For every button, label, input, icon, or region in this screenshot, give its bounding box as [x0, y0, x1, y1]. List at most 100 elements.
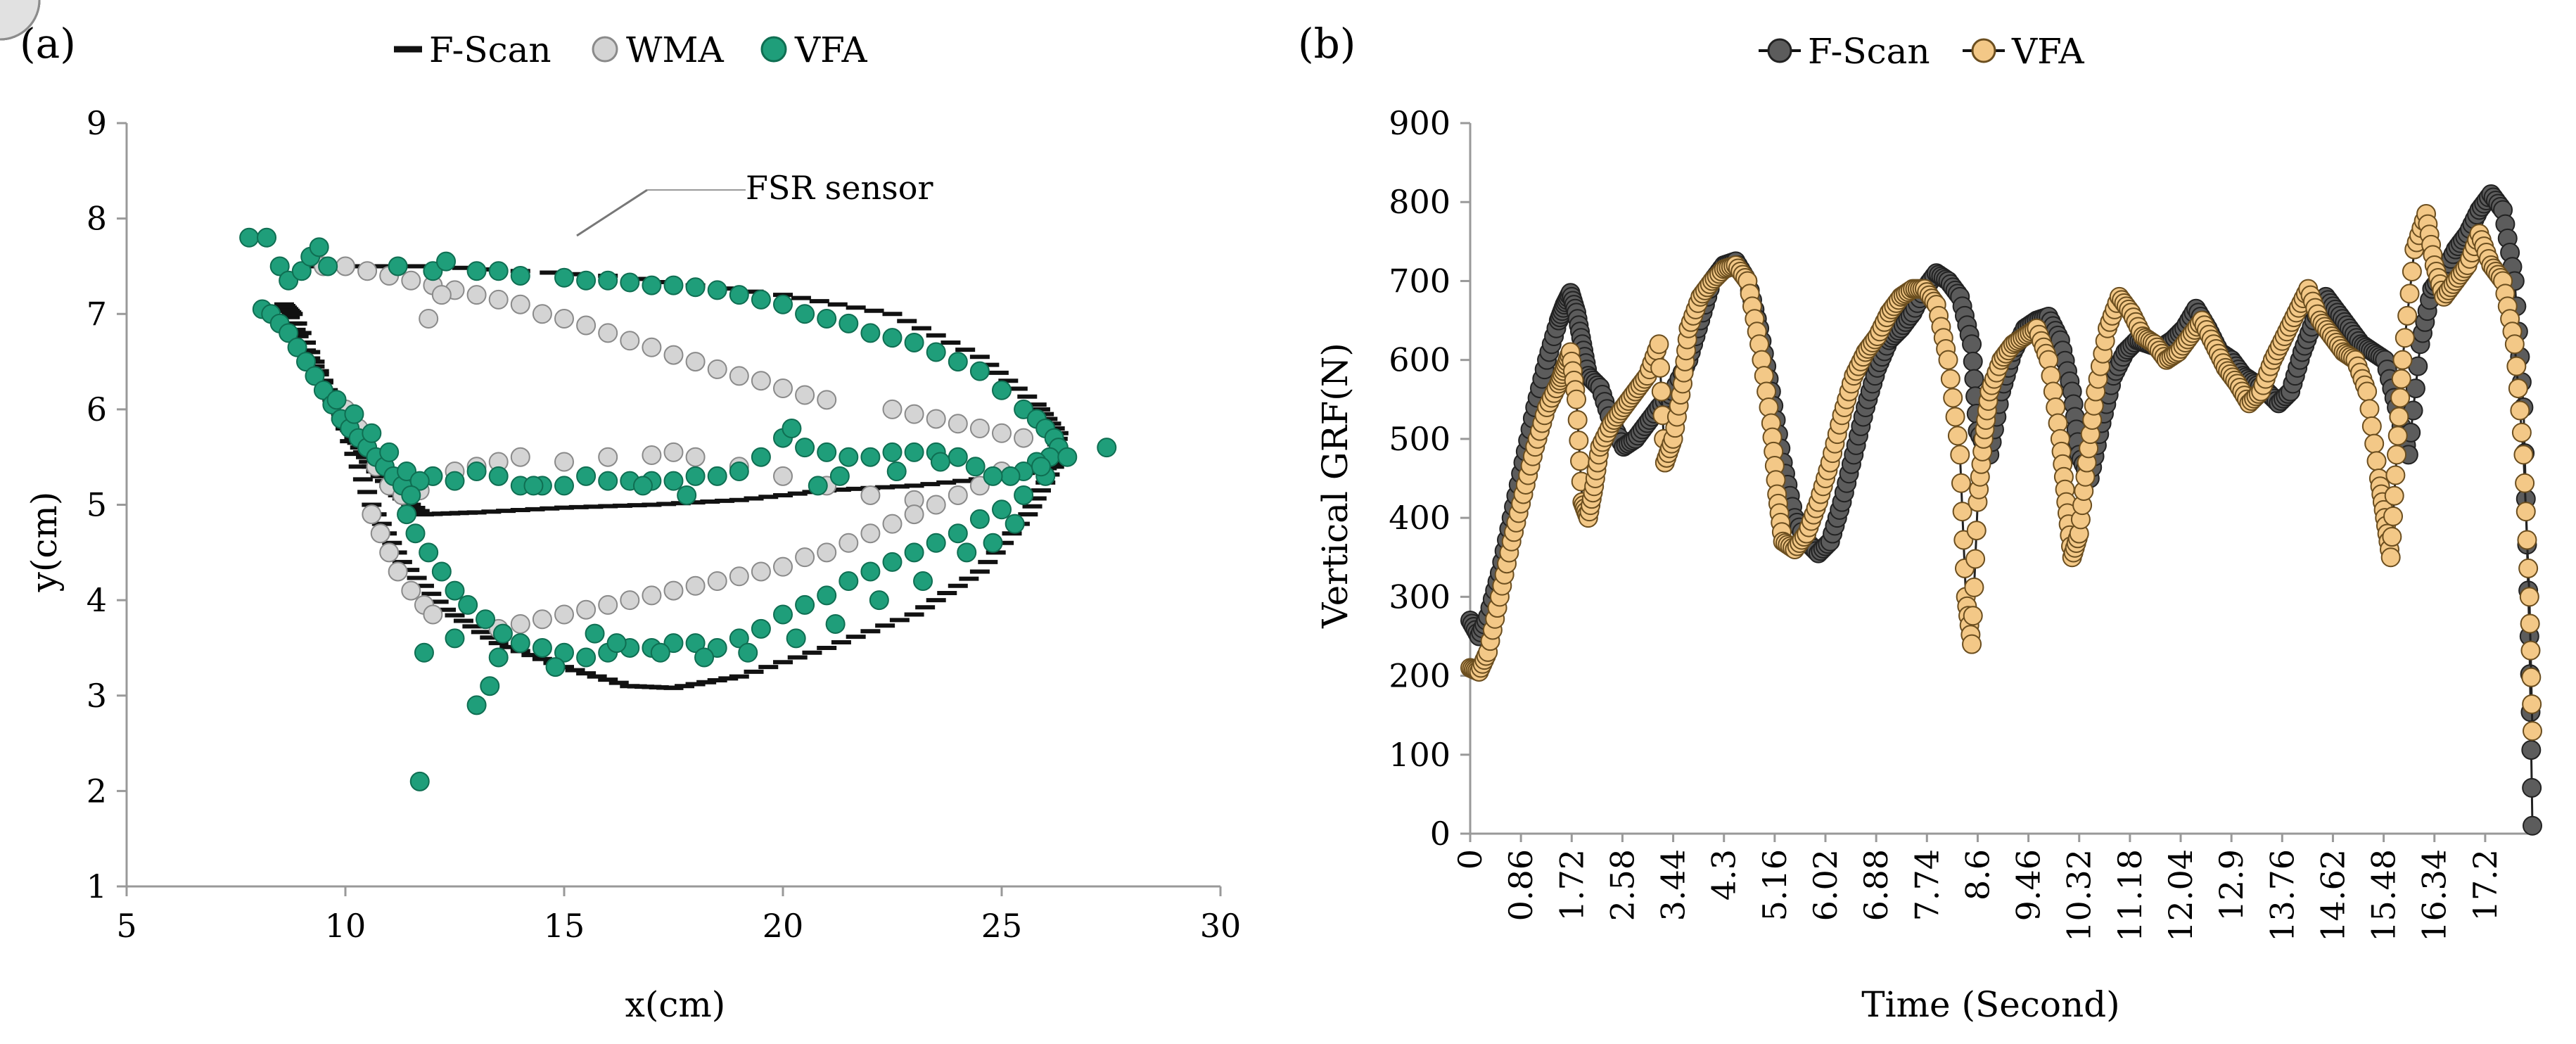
vfa-b-point	[2366, 451, 2387, 471]
vfa-a-point	[751, 618, 771, 639]
vfa-b-point	[1938, 350, 1958, 370]
vfa-a-point	[1000, 466, 1021, 486]
wma-a-point	[554, 604, 574, 625]
wma-a-point	[620, 590, 640, 611]
wma-a-point	[773, 378, 793, 399]
vfa-a-point	[576, 270, 597, 291]
wma-a-point	[992, 423, 1012, 443]
axis-b-x-tick: 0.86	[1502, 849, 1540, 921]
vfa-a-point	[1005, 514, 1025, 534]
series-a-vfa	[239, 227, 1117, 791]
vfa-b-point	[2518, 558, 2539, 578]
wma-a-point	[642, 445, 662, 465]
axis-b-y-tick: 900	[1389, 104, 1450, 142]
vfa-b-point	[2513, 445, 2534, 465]
vfa-a-point	[839, 447, 859, 467]
axis-a-y-tick: 8	[87, 200, 107, 238]
axis-b-x-tick: 2.58	[1603, 849, 1641, 921]
vfa-a-point	[948, 352, 968, 372]
legend-b-fscan-swatch	[1767, 38, 1792, 63]
vfa-a-point	[825, 614, 846, 635]
wma-a-point	[598, 447, 618, 467]
vfa-a-point	[554, 267, 574, 288]
vfa-a-point	[379, 442, 400, 462]
vfa-b-point	[2384, 485, 2404, 506]
vfa-b-point	[2520, 640, 2541, 661]
vfa-a-point	[405, 523, 426, 544]
wma-a-point	[532, 304, 552, 324]
vfa-a-point	[860, 561, 881, 582]
vfa-a-point	[969, 509, 990, 529]
axis-a-y-tick: 3	[87, 677, 107, 715]
vfa-a-point	[808, 476, 828, 496]
fscan-b-point	[2522, 777, 2542, 798]
vfa-b-point	[1962, 634, 1982, 654]
wma-a-point	[598, 594, 618, 615]
wma-a-point	[510, 447, 530, 467]
wma-a-point	[751, 371, 771, 391]
vfa-a-point	[782, 419, 802, 438]
wma-a-point	[969, 419, 990, 438]
axis-b-y-tick: 800	[1389, 183, 1450, 221]
vfa-a-point	[677, 485, 697, 505]
axis-b-x-tick: 4.3	[1705, 849, 1743, 900]
wma-a-point	[663, 442, 684, 462]
axis-b-y-tick: 0	[1430, 815, 1450, 853]
vfa-a-point	[751, 289, 771, 310]
panel-b-label: (b)	[1298, 20, 1356, 68]
wma-a-point	[795, 547, 815, 568]
vfa-b-point	[1963, 606, 1983, 626]
vfa-a-point	[576, 466, 597, 486]
vfa-a-point	[957, 542, 977, 563]
vfa-a-point	[992, 499, 1012, 520]
vfa-a-point	[388, 256, 408, 276]
legend-b: F-Scan VFA	[1759, 31, 2084, 72]
vfa-b-point	[2504, 334, 2525, 355]
axis-b-y-tick: 400	[1389, 499, 1450, 537]
vfa-a-point	[948, 447, 968, 467]
vfa-a-point	[738, 642, 758, 663]
wma-a-point	[969, 476, 990, 496]
wma-a-point	[576, 315, 597, 336]
wma-a-point	[904, 504, 924, 525]
vfa-a-point	[817, 309, 837, 329]
axis-b-x-tick: 5.16	[1756, 849, 1794, 921]
axis-b-x-tick: 0	[1451, 849, 1489, 870]
axis-a-y-tick: 7	[87, 295, 107, 333]
legend-b-vfa-label: VFA	[2011, 31, 2084, 72]
vfa-a-point	[291, 261, 312, 281]
vfa-b-point	[1952, 502, 1972, 522]
vfa-b-point	[1951, 473, 1971, 493]
vfa-a-point	[860, 447, 881, 467]
axis-b-x-tick: 12.9	[2212, 849, 2250, 921]
vfa-a-point	[685, 466, 706, 486]
vfa-a-point	[829, 466, 850, 486]
vfa-a-point	[786, 628, 806, 649]
vfa-a-point	[554, 642, 574, 663]
vfa-a-point	[488, 647, 509, 668]
axis-b-x-tick: 7.74	[1908, 849, 1946, 921]
vfa-a-point	[414, 642, 434, 663]
vfa-a-point	[309, 237, 329, 257]
wma-a-point	[882, 399, 903, 419]
vfa-a-point	[1031, 457, 1051, 477]
vfa-b-point	[2402, 261, 2422, 281]
wma-a-point	[904, 404, 924, 424]
wma-a-point	[466, 285, 487, 305]
series-b-vfa	[1460, 204, 2542, 741]
axis-a-x-tick: 5	[116, 907, 136, 945]
vfa-a-point	[751, 447, 771, 467]
vfa-a-point	[287, 337, 307, 357]
vfa-b-point	[1569, 431, 1589, 451]
vfa-a-point	[882, 328, 903, 348]
axis-b-x-tick: 9.46	[2010, 849, 2048, 921]
wma-a-point	[926, 495, 946, 515]
vfa-a-point	[419, 542, 439, 563]
vfa-b-point	[2397, 305, 2418, 326]
wma-a-point	[795, 385, 815, 405]
axis-b-ylabel: Vertical GRF(N)	[1315, 343, 1356, 629]
axis-a-x-tick: 30	[1200, 907, 1242, 945]
axis-a-y-tick: 9	[87, 104, 107, 142]
vfa-a-point	[257, 227, 277, 248]
